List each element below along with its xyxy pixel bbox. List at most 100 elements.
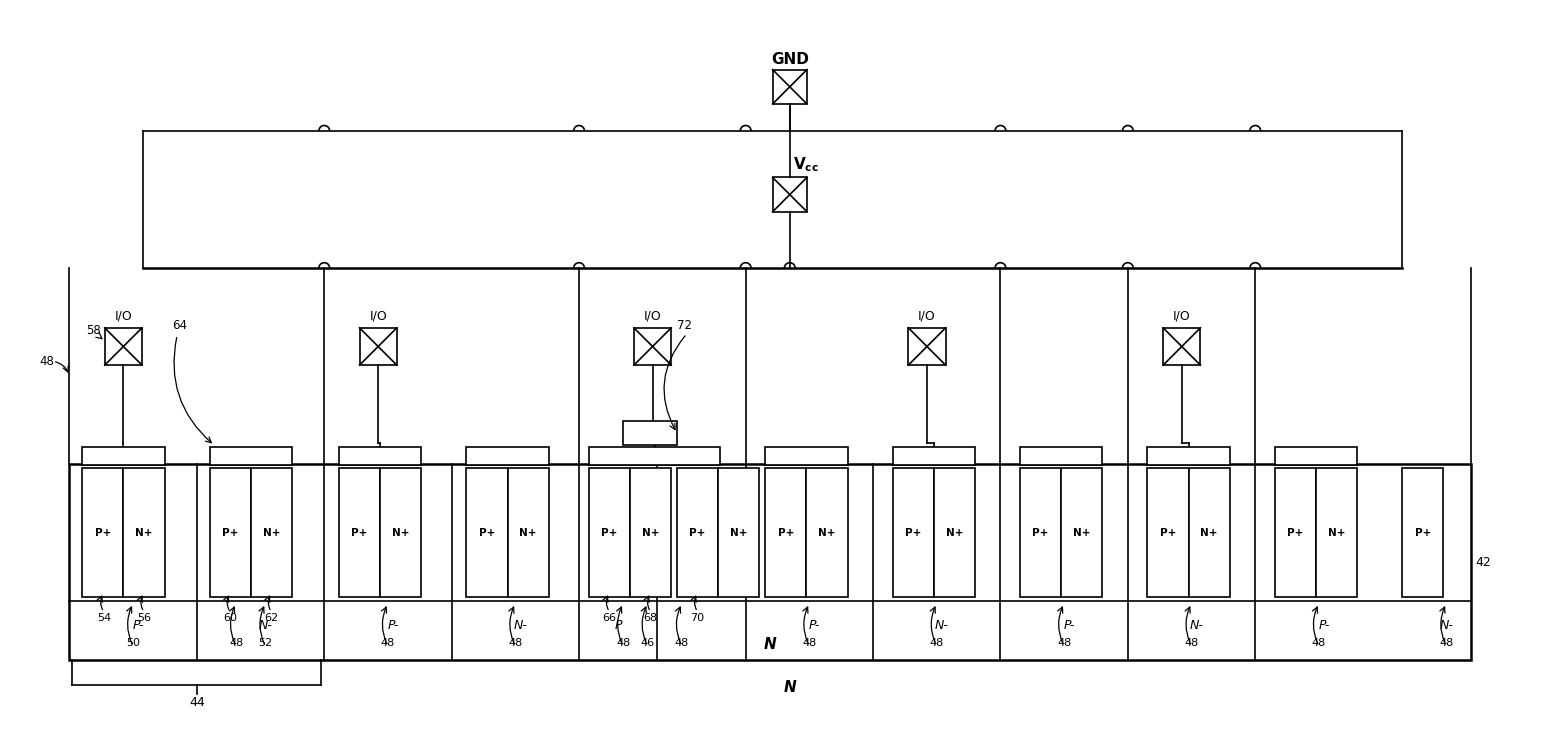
Bar [623,421,677,445]
Text: N-: N- [1190,619,1204,632]
Text: P+: P+ [352,528,367,538]
Text: 46: 46 [640,638,655,648]
Text: P+: P+ [478,528,495,538]
Text: I/O: I/O [369,310,388,323]
Text: N-: N- [1439,619,1453,632]
Text: N: N [783,679,796,695]
Bar [339,468,380,597]
Text: 44: 44 [188,697,204,709]
Text: 48: 48 [802,638,816,648]
Text: 48: 48 [229,638,243,648]
Text: P+: P+ [690,528,705,538]
Bar [589,468,631,597]
Bar [631,468,671,597]
Text: I/O: I/O [919,310,936,323]
Bar [718,468,760,597]
Text: P: P [615,619,621,632]
Text: N+: N+ [819,528,836,538]
Bar [1275,448,1358,465]
Bar [467,468,508,597]
Text: P+: P+ [777,528,794,538]
Bar [807,468,847,597]
Bar [380,468,422,597]
Text: 68: 68 [643,613,657,623]
Bar [360,328,397,365]
Text: P-: P- [1063,619,1074,632]
Bar [467,448,548,465]
Text: P+: P+ [1160,528,1176,538]
Text: 48: 48 [674,638,690,648]
Text: 48: 48 [1185,638,1199,648]
Bar [766,448,847,465]
Text: N+: N+ [135,528,153,538]
Bar [508,468,548,597]
Text: N-: N- [258,619,272,632]
Text: N+: N+ [1200,528,1218,538]
Text: GND: GND [771,52,808,67]
Bar [772,177,807,212]
Text: I/O: I/O [1172,310,1191,323]
Text: 60: 60 [223,613,237,623]
Bar [589,448,721,465]
Bar [210,468,251,597]
Text: N+: N+ [1073,528,1090,538]
Bar [83,468,123,597]
Bar [772,70,807,104]
Bar [892,448,975,465]
Bar [1316,468,1358,597]
Bar [908,328,945,365]
Bar [1163,328,1200,365]
Bar [104,328,142,365]
Text: N-: N- [934,619,948,632]
Text: 48: 48 [617,638,631,648]
Bar [1403,468,1443,597]
Bar [70,464,1471,660]
Text: 50: 50 [126,638,140,648]
Text: 42: 42 [1476,556,1492,568]
Text: P+: P+ [95,528,111,538]
Text: I/O: I/O [115,310,132,323]
Text: 64: 64 [173,319,187,332]
Text: N+: N+ [392,528,409,538]
Bar [1148,468,1188,597]
Text: N+: N+ [263,528,280,538]
Text: N+: N+ [730,528,747,538]
Text: N+: N+ [641,528,659,538]
Bar [251,468,291,597]
Bar [766,468,807,597]
Bar [677,468,718,597]
Bar [83,448,165,465]
Text: 66: 66 [603,613,617,623]
Bar [1062,468,1102,597]
Text: 70: 70 [691,613,705,623]
Bar [1020,448,1102,465]
Bar [1275,468,1316,597]
Text: 56: 56 [137,613,151,623]
Bar [634,328,671,365]
Text: P+: P+ [905,528,922,538]
Bar [1188,468,1230,597]
Bar [210,448,291,465]
Text: I/O: I/O [643,310,662,323]
Text: 48: 48 [381,638,395,648]
Text: P-: P- [132,619,143,632]
Text: P-: P- [388,619,399,632]
Bar [1020,468,1062,597]
Text: V$_{\mathregular{cc}}$: V$_{\mathregular{cc}}$ [793,156,819,174]
Text: 58: 58 [87,324,101,336]
Text: 54: 54 [97,613,111,623]
Text: 48: 48 [39,355,54,368]
Bar [339,448,422,465]
Text: 48: 48 [930,638,944,648]
Text: N-: N- [514,619,528,632]
Text: N: N [764,637,777,652]
Text: P+: P+ [1415,528,1431,538]
Text: 48: 48 [1439,638,1454,648]
Bar [892,468,934,597]
Text: P+: P+ [1032,528,1049,538]
Text: 48: 48 [508,638,523,648]
Text: N+: N+ [1328,528,1345,538]
Text: 72: 72 [677,319,691,332]
Text: 48: 48 [1313,638,1327,648]
Text: P+: P+ [223,528,238,538]
